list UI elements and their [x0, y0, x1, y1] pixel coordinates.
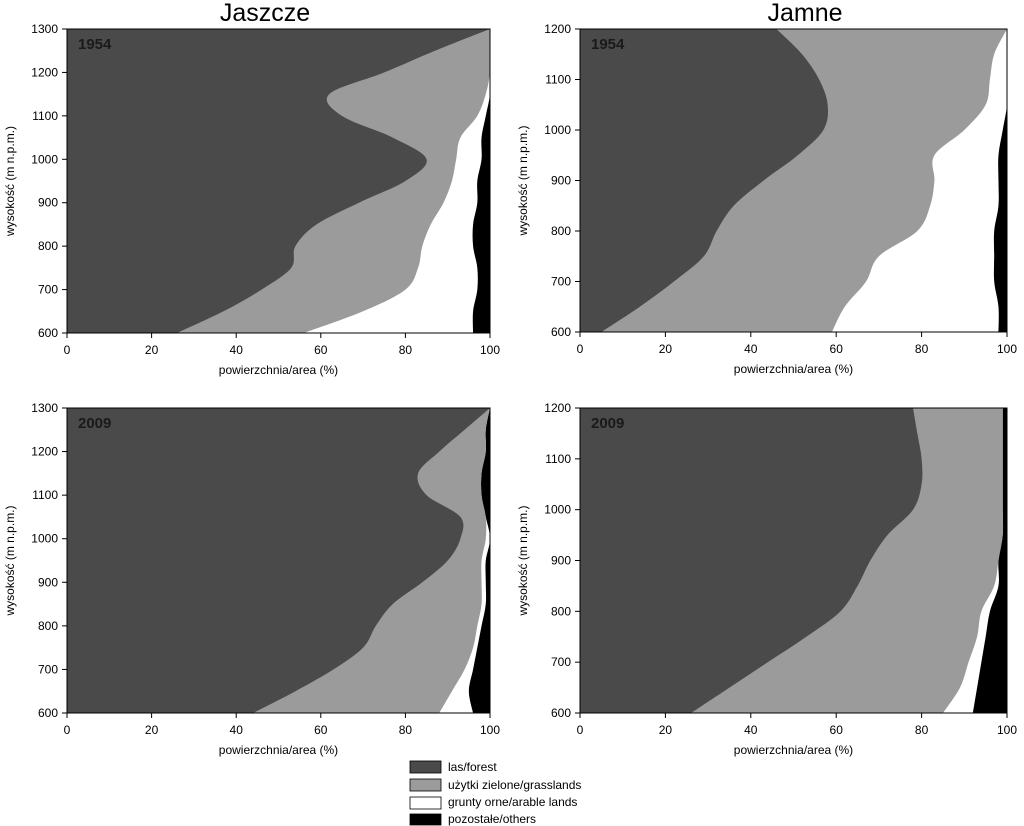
y-tick-label: 1200 — [544, 401, 571, 415]
y-tick-label: 1300 — [31, 22, 58, 36]
area-forest — [580, 29, 828, 332]
plot-frame — [66, 28, 491, 334]
y-tick-label: 1100 — [32, 109, 58, 123]
y-tick-label: 1100 — [545, 73, 571, 87]
legend-item-forest: las/forest — [409, 760, 497, 774]
chart-panel-jamne-2009: 0 20 40 60 80 100 600 700 800 900 1000 1100 1200 powi… — [516, 401, 1017, 757]
x-tick-label: 40 — [744, 342, 758, 356]
chart-panel-jamne-1954: 0 20 40 60 80 100 600 700 800 900 1000 1100 1200 powi… — [516, 22, 1017, 376]
x-tick-label: 100 — [997, 342, 1017, 356]
y-tick-label: 700 — [551, 275, 571, 289]
y-tick-label: 700 — [38, 662, 58, 676]
column-title-jaszcze: Jaszcze — [220, 0, 310, 27]
legend-swatch-grasslands — [409, 778, 442, 792]
column-title-jamne: Jamne — [767, 0, 842, 27]
year-label: 2009 — [591, 415, 624, 432]
area-layers — [67, 29, 490, 333]
area-layers — [67, 408, 490, 713]
x-tick-label: 0 — [64, 343, 71, 357]
x-tick-label: 80 — [399, 343, 413, 357]
x-tick-label: 40 — [744, 723, 758, 737]
legend-swatch-others — [409, 813, 442, 826]
x-tick-label: 100 — [997, 723, 1017, 737]
x-tick-label: 0 — [64, 723, 71, 737]
x-tick-label: 40 — [230, 723, 244, 737]
chart-panels: 0 20 40 60 80 1006007008009001000110012001300… — [3, 22, 1017, 757]
plot-frame — [66, 407, 491, 714]
y-tick-label: 800 — [551, 224, 571, 238]
x-axis-label: powierzchnia/area (%) — [219, 363, 338, 377]
legend-label-grasslands: użytki zielone/grasslands — [448, 778, 581, 792]
legend-swatch-forest — [409, 760, 442, 774]
year-label: 1954 — [78, 36, 112, 53]
y-tick-label: 900 — [551, 174, 571, 188]
y-tick-label: 600 — [38, 326, 58, 340]
y-tick-label: 1200 — [31, 445, 58, 459]
x-tick-label: 80 — [399, 723, 413, 737]
y-tick-label: 600 — [551, 325, 571, 339]
legend-swatch-arable — [409, 796, 442, 810]
x-tick-label: 60 — [830, 723, 844, 737]
x-tick-label: 20 — [145, 343, 159, 357]
x-tick-label: 100 — [480, 343, 500, 357]
y-tick-label: 800 — [551, 604, 571, 618]
y-tick-label: 1100 — [32, 488, 58, 502]
chart-panel-jaszcze-2009: 0 20 40 60 80 100 600 700 800 900 1000 1100 1200 1300… — [3, 401, 500, 757]
x-tick-label: 0 — [577, 723, 584, 737]
y-axis-label: wysokość (m n.p.m.) — [516, 125, 530, 236]
x-tick-label: 80 — [915, 342, 929, 356]
legend-label-forest: las/forest — [448, 760, 497, 774]
x-tick-label: 80 — [915, 723, 929, 737]
y-tick-label: 700 — [551, 655, 571, 669]
x-axis-label: powierzchnia/area (%) — [219, 743, 338, 757]
y-tick-label: 1000 — [544, 503, 571, 517]
legend-item-grasslands: użytki zielone/grasslands — [409, 778, 581, 792]
legend-label-arable: grunty orne/arable lands — [448, 795, 577, 809]
x-tick-label: 60 — [314, 343, 328, 357]
legend-item-arable: grunty orne/arable lands — [409, 795, 577, 810]
y-tick-label: 1000 — [31, 152, 58, 166]
x-tick-label: 60 — [314, 723, 328, 737]
y-axis-label: wysokość (m n.p.m.) — [516, 505, 530, 616]
y-tick-label: 1200 — [544, 22, 571, 36]
y-tick-label: 1200 — [31, 65, 58, 79]
x-tick-label: 20 — [145, 723, 159, 737]
area-layers — [580, 408, 1007, 713]
y-tick-label: 600 — [38, 706, 58, 720]
area-forest — [67, 408, 490, 713]
y-tick-label: 800 — [38, 619, 58, 633]
year-label: 2009 — [78, 415, 111, 432]
legend: las/forest użytki zielone/grasslands gru… — [409, 760, 581, 826]
x-tick-label: 0 — [577, 342, 584, 356]
y-tick-label: 800 — [38, 239, 58, 253]
y-tick-label: 900 — [38, 196, 58, 210]
chart-panel-jaszcze-1954: 0 20 40 60 80 100 600 700 800 900 1000 1100 1200 1300… — [3, 22, 500, 377]
area-layers — [580, 29, 1007, 332]
y-tick-label: 900 — [551, 554, 571, 568]
y-tick-label: 1000 — [544, 123, 571, 137]
y-tick-label: 1100 — [545, 452, 571, 466]
y-axis-label: wysokość (m n.p.m.) — [3, 126, 17, 237]
x-tick-label: 20 — [659, 342, 673, 356]
legend-item-others: pozostałe/others — [409, 812, 536, 826]
x-tick-label: 40 — [230, 343, 244, 357]
x-tick-label: 20 — [659, 723, 673, 737]
y-tick-label: 1000 — [31, 532, 58, 546]
year-label: 1954 — [591, 36, 625, 53]
area-forest — [67, 29, 490, 333]
area-forest — [580, 408, 923, 713]
x-tick-label: 60 — [830, 342, 844, 356]
x-axis-label: powierzchnia/area (%) — [734, 362, 853, 376]
y-tick-label: 700 — [38, 283, 58, 297]
y-axis-label: wysokość (m n.p.m.) — [3, 505, 17, 616]
x-axis-label: powierzchnia/area (%) — [734, 743, 853, 757]
y-tick-label: 1300 — [31, 401, 58, 415]
legend-label-others: pozostałe/others — [448, 812, 536, 826]
x-tick-label: 100 — [480, 723, 500, 737]
y-tick-label: 600 — [551, 706, 571, 720]
y-tick-label: 900 — [38, 575, 58, 589]
